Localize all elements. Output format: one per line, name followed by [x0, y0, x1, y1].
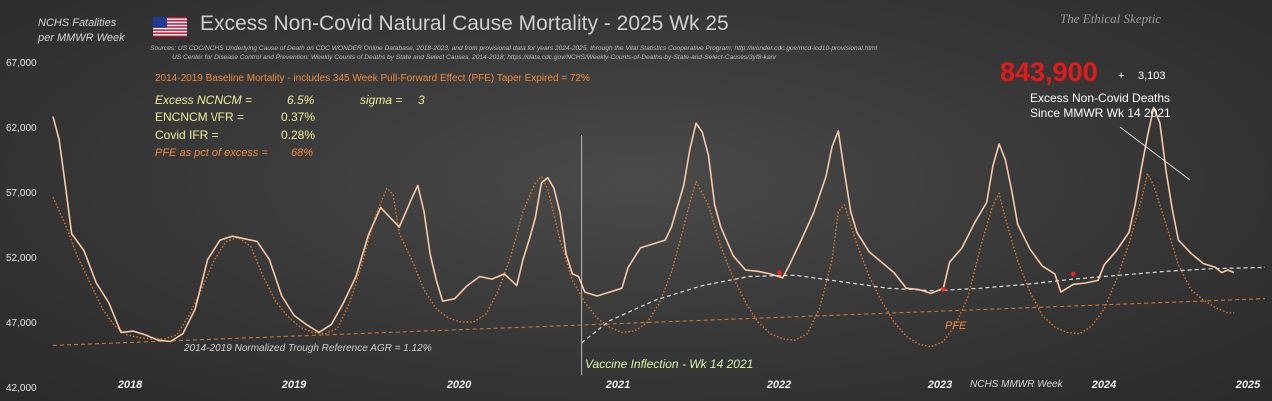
y-tick-label: 57,000 — [6, 188, 37, 199]
chart-title: Excess Non-Covid Natural Cause Mortality… — [200, 12, 729, 35]
series-line-trend — [581, 266, 1266, 344]
year-label: 2025 — [1235, 379, 1261, 391]
sources-line-2: US Center for Disease Control and Preven… — [172, 54, 777, 61]
y-tick-label: 62,000 — [6, 123, 37, 134]
vaccine-inflection-label: Vaccine Inflection - Wk 14 2021 — [585, 357, 754, 371]
year-label: 2020 — [446, 379, 472, 391]
excess-plus-sign: + — [1118, 70, 1125, 82]
mmwr-week-label: NCHS MMWR Week — [970, 379, 1063, 390]
series-line-trough — [52, 298, 1266, 346]
sources-line-1: Sources: US CDC/NCHS Underlying Cause of… — [150, 45, 878, 52]
series-line-actual — [52, 106, 1235, 343]
stat-excess-label: Excess NCNCM = — [155, 93, 253, 107]
year-label: 2019 — [281, 379, 307, 391]
y-tick-label: 52,000 — [6, 253, 37, 264]
year-label: 2023 — [927, 379, 952, 391]
excess-deaths-total: 843,900 — [1000, 57, 1098, 87]
stat-covid-ifr-label: Covid IFR = — [155, 128, 219, 142]
year-label: 2022 — [766, 379, 791, 391]
watermark: The Ethical Skeptic — [1060, 11, 1162, 26]
stat-pfe-value: 68% — [291, 147, 314, 159]
stat-excess-value: 6.5% — [287, 93, 315, 107]
crossover-marker — [1071, 271, 1076, 277]
excess-deaths-added: 3,103 — [1138, 70, 1166, 82]
crossover-marker — [941, 287, 946, 292]
series-line-baseline — [52, 173, 1235, 348]
y-tick-label: 67,000 — [6, 58, 37, 69]
trough-reference-label: 2014-2019 Normalized Trough Reference AG… — [184, 343, 432, 354]
year-label: 2021 — [605, 379, 630, 391]
us-flag-icon — [153, 17, 187, 37]
stat-sigma-value: 3 — [418, 93, 425, 107]
y-axis-title: NCHS Fatalities per MMWR Week — [38, 16, 125, 46]
y-axis-title-line-2: per MMWR Week — [38, 32, 125, 44]
year-label: 2018 — [117, 379, 143, 391]
crossover-marker — [777, 270, 782, 275]
excess-deaths-label: Excess Non-Covid Deaths Since MMWR Wk 14… — [1030, 91, 1171, 121]
y-tick-label: 47,000 — [6, 318, 37, 329]
year-label: 2024 — [1091, 379, 1116, 391]
excess-label-line-1: Excess Non-Covid Deaths — [1030, 91, 1171, 105]
stat-pfe-label: PFE as pct of excess = — [155, 147, 268, 159]
excess-pointer-line — [1119, 126, 1191, 181]
excess-label-line-2: Since MMWR Wk 14 2021 — [1030, 106, 1171, 120]
y-tick-label: 42,000 — [6, 383, 37, 394]
stat-encncm-value: 0.37% — [281, 110, 316, 124]
stat-sigma-label: sigma = — [360, 93, 403, 107]
sources-note: Sources: US CDC/NCHS Underlying Cause of… — [150, 44, 877, 62]
stat-covid-ifr-value: 0.28% — [281, 128, 316, 142]
y-axis-title-line-1: NCHS Fatalities — [38, 17, 117, 29]
baseline-note: 2014-2019 Baseline Mortality - includes … — [155, 73, 590, 84]
pfe-label: PFE — [945, 320, 967, 332]
stat-encncm-label: ENCNCM \/FR = — [155, 110, 245, 124]
